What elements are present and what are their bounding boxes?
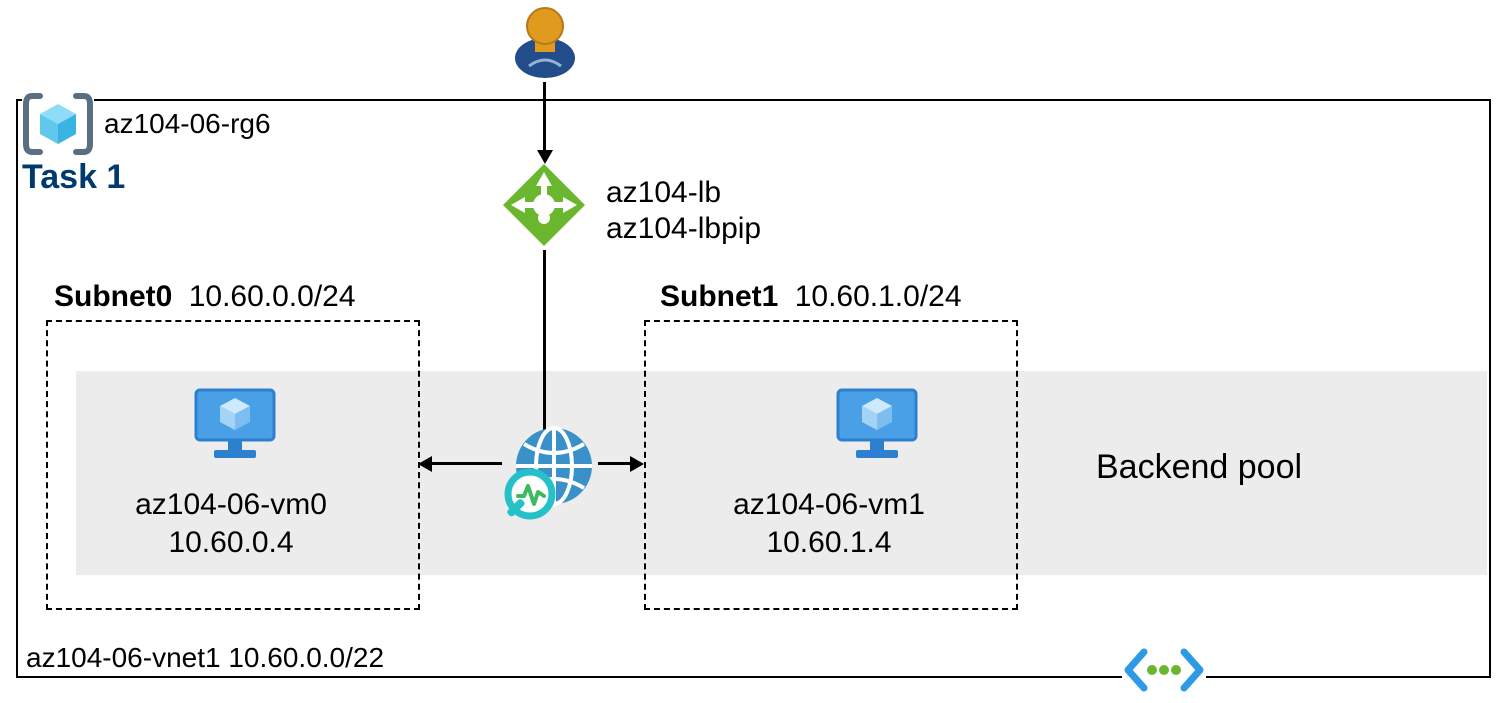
task-label: Task 1 — [22, 158, 125, 197]
health-probe-icon — [494, 420, 604, 530]
vm0-ip: 10.60.0.4 — [46, 526, 416, 560]
subnet1-box — [644, 320, 1018, 610]
vnet-label: az104-06-vnet1 10.60.0.0/22 — [22, 642, 388, 674]
vm1-name: az104-06-vm1 — [644, 488, 1014, 522]
subnet1-title: Subnet1 10.60.1.0/24 — [660, 280, 962, 314]
resource-group-label: az104-06-rg6 — [104, 108, 271, 140]
diagram-canvas: az104-06-rg6 Task 1 az104-lb az104-lbpi — [0, 0, 1503, 699]
vm0-icon — [190, 384, 280, 464]
load-balancer-pip: az104-lbpip — [606, 212, 761, 246]
arrow-probe-to-vm0-line — [430, 462, 502, 465]
load-balancer-name: az104-lb — [606, 176, 721, 210]
load-balancer-icon — [499, 160, 589, 250]
vnet-icon — [1122, 642, 1206, 698]
arrow-probe-to-vm1-line — [598, 462, 632, 465]
vm0-name: az104-06-vm0 — [46, 488, 416, 522]
arrow-user-to-lb — [543, 82, 546, 152]
arrow-probe-to-vm0-head — [418, 456, 432, 472]
subnet1-cidr: 10.60.1.0/24 — [795, 280, 962, 313]
backend-pool-label: Backend pool — [1096, 448, 1302, 487]
subnet1-name: Subnet1 — [660, 280, 778, 313]
line-lb-to-probe — [543, 250, 546, 430]
subnet0-box — [46, 320, 420, 610]
subnet0-title: Subnet0 10.60.0.0/24 — [54, 280, 356, 314]
arrow-probe-to-vm1-head — [630, 456, 644, 472]
subnet0-cidr: 10.60.0.0/24 — [189, 280, 356, 313]
subnet0-name: Subnet0 — [54, 280, 172, 313]
user-icon — [505, 0, 585, 80]
vm1-ip: 10.60.1.4 — [644, 526, 1014, 560]
vm1-icon — [832, 384, 922, 464]
resource-group-icon — [22, 88, 94, 160]
